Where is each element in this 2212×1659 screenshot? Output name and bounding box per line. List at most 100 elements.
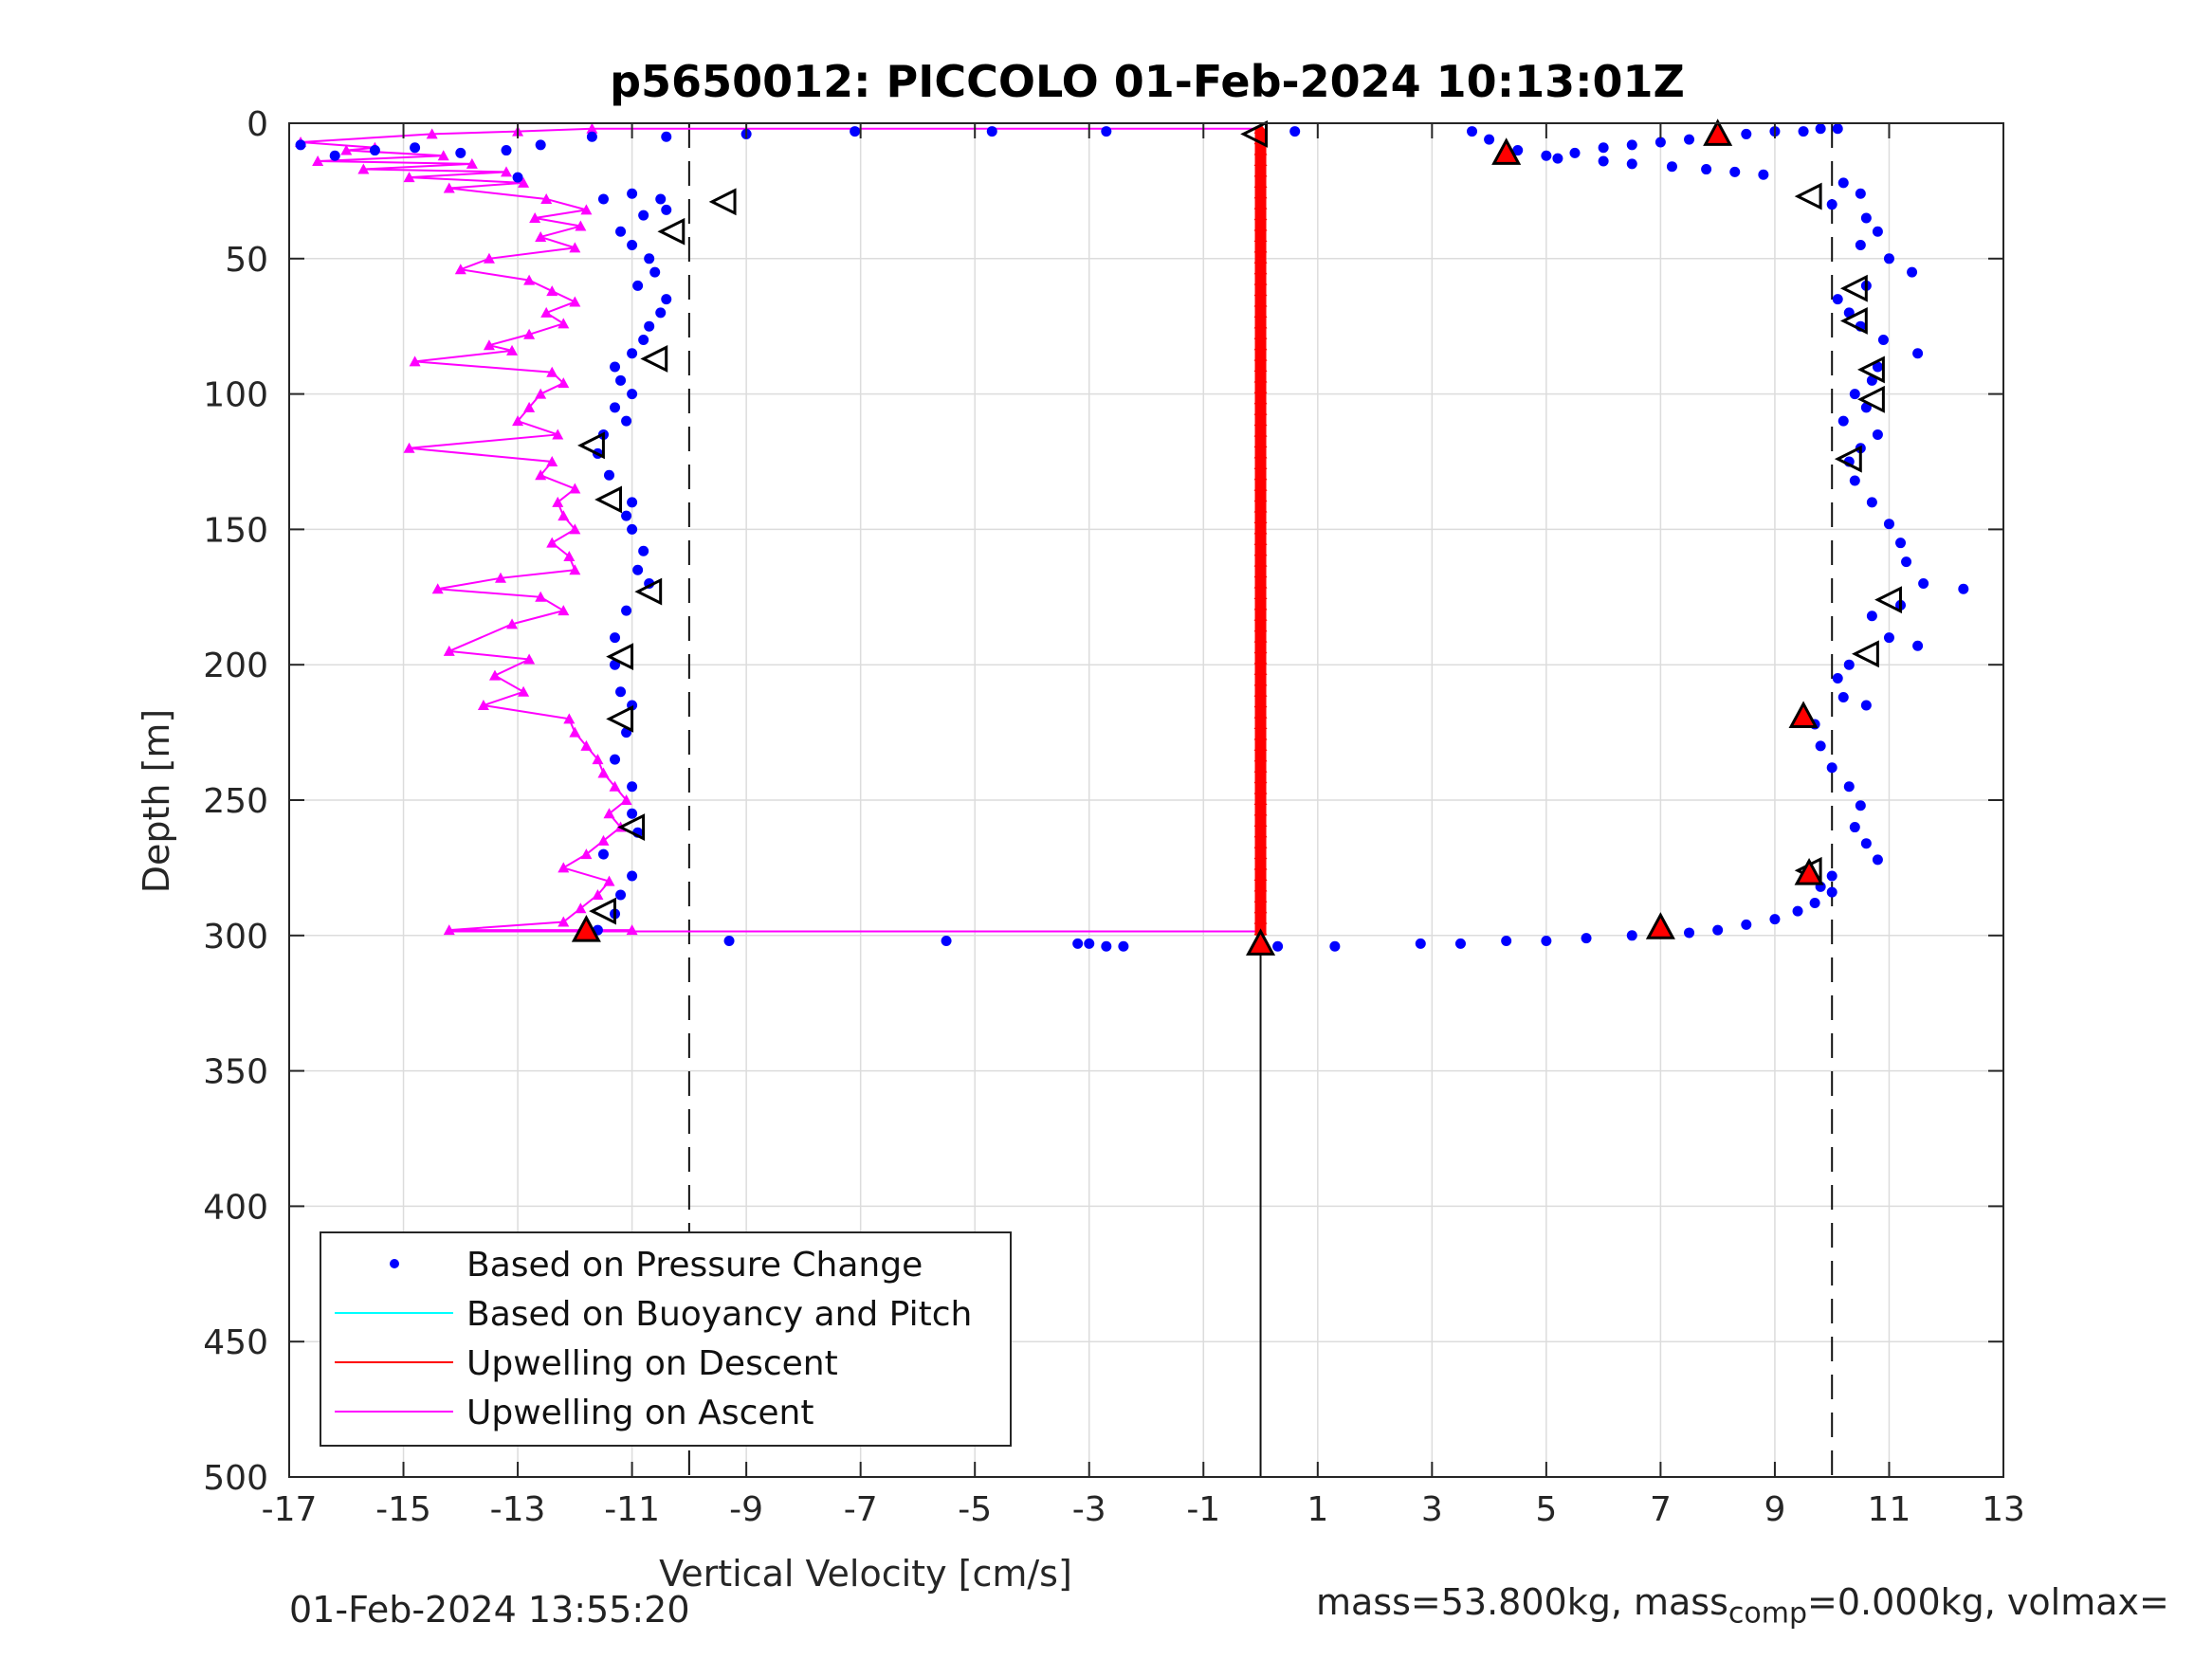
ascent-point [443,645,455,656]
ascent-point [312,155,324,166]
descent-point [1253,534,1268,545]
descent-point [1253,697,1268,708]
mass-label: mass=53.800kg, mass [1316,1581,1728,1623]
descent-point [1253,891,1268,902]
pressure-point [1849,389,1860,400]
pressure-point [627,188,638,199]
descent-point [1253,621,1268,632]
descent-point [1253,242,1268,253]
pressure-point [632,280,644,291]
ascent-point [592,888,604,900]
mass-sub: comp [1728,1596,1808,1631]
ascent-point [518,685,530,697]
open-triangle-marker [577,431,605,460]
pressure-point [603,469,614,481]
descent-point [1253,545,1268,556]
x-tick-label: 7 [1650,1490,1672,1529]
pressure-point [1849,822,1860,833]
descent-point [1253,869,1268,881]
open-triangle-marker [1852,640,1879,668]
pressure-point [1541,936,1552,947]
ascent-point [563,550,576,561]
ascent-point [597,834,610,846]
x-tick-label: -11 [604,1490,660,1529]
pressure-point [1883,632,1894,644]
ascent-point [609,780,621,792]
descent-point [1253,210,1268,221]
descent-point [1253,643,1268,654]
ascent-point [580,204,593,215]
filled-triangle-marker [1703,118,1733,146]
pressure-point [1101,126,1112,137]
ascent-point [575,902,587,914]
pressure-point [1855,188,1866,199]
pressure-point [661,131,672,142]
descent-point [1253,188,1268,199]
ascent-point [535,388,547,399]
y-tick-label: 400 [203,1188,268,1227]
ascent-point [569,523,581,535]
descent-point [1253,773,1268,784]
pressure-point [1626,139,1637,151]
open-triangle-marker [606,704,634,733]
pressure-point [512,172,523,183]
descent-point [1253,122,1268,134]
descent-point [1253,220,1268,231]
pressure-point [638,545,649,556]
pressure-point [1883,253,1894,264]
ascent-point [626,924,638,936]
pressure-point [1860,212,1872,224]
pressure-point [1855,240,1866,251]
pressure-point [615,374,627,386]
ascent-point [546,537,558,548]
ascent-point [558,510,570,521]
pressure-point [1815,740,1826,752]
legend-label: Based on Pressure Change [466,1246,923,1285]
ascent-point [443,924,455,936]
descent-point [1253,491,1268,502]
descent-point [1253,794,1268,805]
pressure-point [1084,938,1095,949]
pressure-point [1769,914,1781,925]
descent-point [1253,675,1268,686]
ascent-point [454,264,466,275]
pressure-point [1072,938,1084,949]
open-triangle-marker [1240,119,1269,148]
pressure-point [1741,128,1752,139]
pressure-point [1101,940,1112,952]
y-tick-label: 150 [203,511,268,550]
ascent-point [506,618,519,629]
pressure-point [1826,762,1837,774]
ascent-point [603,875,615,886]
pressure-point [369,145,380,156]
descent-point [1253,902,1268,914]
ascent-point [552,496,564,507]
x-tick-label: -9 [729,1490,763,1529]
pressure-point [1826,199,1837,210]
ascent-point [512,415,524,427]
descent-point [1253,437,1268,448]
ascent-point [403,442,415,453]
descent-point [1253,274,1268,285]
x-tick-label: -7 [844,1490,878,1529]
pressure-point [1872,854,1883,866]
open-triangle-marker [1794,182,1822,210]
descent-point [1253,306,1268,318]
pressure-point [627,808,638,819]
x-tick-label: -1 [1186,1490,1220,1529]
descent-point [1253,739,1268,751]
pressure-point [649,266,661,278]
ascent-point [569,564,581,575]
pressure-point [610,361,621,373]
ascent-point [535,469,547,481]
footer-mass-text: mass=53.800kg, masscomp=0.000kg, volmax= [1316,1581,2169,1631]
pressure-point [1832,294,1843,305]
ascent-point [540,306,553,318]
ascent-point [546,366,558,377]
pressure-point [1860,700,1872,711]
pressure-point [1843,781,1855,793]
pressure-point [1729,166,1741,177]
pressure-point [1837,691,1849,702]
pressure-point [1741,919,1752,930]
